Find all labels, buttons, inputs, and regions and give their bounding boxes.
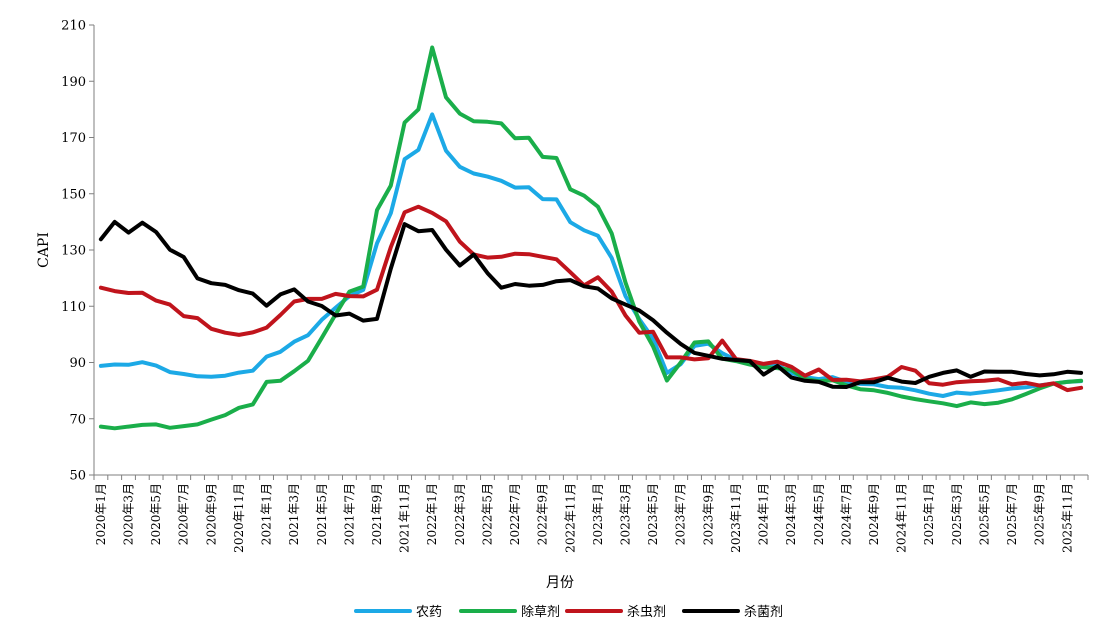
x-tick-label: 2025年7月 [1005, 483, 1019, 545]
y-tick-label: 150 [61, 187, 86, 202]
x-tick-label: 2021年1月 [260, 483, 274, 545]
x-tick-label: 2020年1月 [94, 483, 108, 545]
y-tick-label: 70 [69, 412, 86, 427]
x-tick-label: 2024年5月 [812, 483, 826, 545]
y-axis-title: CAPI [36, 232, 52, 268]
x-tick-label: 2024年11月 [895, 483, 909, 553]
y-tick-label: 130 [61, 244, 86, 259]
x-tick-label: 2021年3月 [287, 483, 301, 545]
legend-label-2: 除草剂 [521, 605, 560, 620]
x-tick-label: 2020年9月 [204, 483, 218, 545]
series-lines [98, 45, 1084, 431]
x-tick-label: 2025年9月 [1033, 483, 1047, 545]
x-tick-label: 2022年1月 [425, 483, 439, 545]
series-line-3 [98, 204, 1084, 393]
y-tick-label: 170 [61, 131, 86, 146]
legend-label-4: 杀菌剂 [744, 605, 783, 620]
y-axis: 50 70 90 110 130 150 170 190 210 [61, 19, 95, 484]
x-tick-label: 2020年5月 [149, 483, 163, 545]
x-tick-label: 2024年3月 [784, 483, 798, 545]
x-tick-label: 2023年11月 [729, 483, 743, 553]
x-tick-label: 2020年11月 [232, 483, 246, 553]
x-tick-label: 2021年11月 [398, 483, 412, 553]
x-tick-label: 2021年9月 [370, 483, 384, 545]
x-tick-label: 2020年3月 [122, 483, 136, 545]
legend-label-1: 农药 [416, 605, 442, 620]
x-tick-label: 2024年9月 [867, 483, 881, 545]
x-tick-label: 2021年5月 [315, 483, 329, 545]
y-tick-label: 50 [69, 469, 86, 484]
x-tick-label: 2025年3月 [950, 483, 964, 545]
legend-label-3: 杀虫剂 [627, 605, 666, 620]
x-axis: 2020年1月 2020年3月 2020年5月 2020年7月 2020年9月 2020年… [93, 474, 1089, 553]
x-tick-label: 2022年9月 [536, 483, 550, 545]
x-tick-label: 2024年1月 [757, 483, 771, 545]
series-line-2 [98, 45, 1084, 431]
x-tick-label: 2025年1月 [922, 483, 936, 545]
y-tick-label: 210 [61, 19, 86, 34]
series-line-1 [98, 112, 1084, 398]
series-line-4 [98, 219, 1084, 389]
x-tick-label: 2021年7月 [342, 483, 356, 545]
x-tick-label: 2024年7月 [839, 483, 853, 545]
y-tick-label: 190 [61, 75, 86, 90]
x-axis-title: 月份 [546, 575, 574, 591]
x-tick-label: 2023年1月 [591, 483, 605, 545]
x-tick-label: 2022年3月 [453, 483, 467, 545]
legend: 农药 除草剂 杀虫剂 杀菌剂 [354, 605, 783, 620]
x-tick-label: 2020年7月 [177, 483, 191, 545]
x-tick-label: 2023年9月 [701, 483, 715, 545]
x-tick-label: 2025年11月 [1060, 483, 1074, 553]
y-tick-label: 90 [69, 356, 86, 371]
x-tick-label: 2025年5月 [977, 483, 991, 545]
x-tick-label: 2022年11月 [563, 483, 577, 553]
x-tick-label: 2023年5月 [646, 483, 660, 545]
y-tick-label: 110 [61, 300, 86, 315]
x-tick-label: 2022年5月 [480, 483, 494, 545]
x-tick-labels: 2020年1月 2020年3月 2020年5月 2020年7月 2020年9月 2020年… [93, 475, 1089, 553]
x-tick-label: 2023年3月 [619, 483, 633, 545]
x-tick-label: 2022年7月 [508, 483, 522, 545]
y-tick-labels: 50 70 90 110 130 150 170 190 210 [61, 19, 94, 484]
x-tick-label: 2023年7月 [674, 483, 688, 545]
